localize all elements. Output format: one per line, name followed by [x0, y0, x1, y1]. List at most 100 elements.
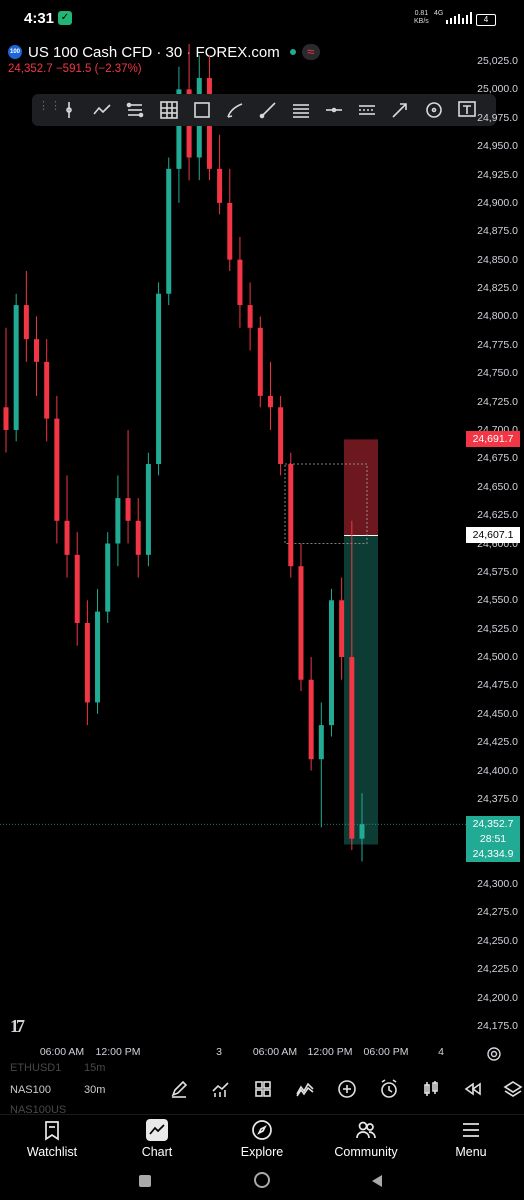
brush-icon[interactable]	[222, 97, 248, 123]
time-tick-label: 12:00 PM	[307, 1046, 353, 1058]
drawing-toolbar: ⋮⋮	[32, 94, 496, 126]
candle-body	[318, 725, 324, 760]
layouts-icon[interactable]	[250, 1076, 276, 1102]
circle-icon[interactable]	[421, 97, 447, 123]
candle-body	[64, 520, 70, 555]
price-tick-label: 24,500.0	[477, 651, 518, 664]
rectangle-icon[interactable]	[189, 97, 215, 123]
candlestick-chart[interactable]	[0, 40, 466, 1040]
nav-menu[interactable]: Menu	[421, 1119, 521, 1159]
text-icon[interactable]	[454, 97, 480, 123]
add-icon[interactable]	[334, 1076, 360, 1102]
parallel-channel-icon[interactable]	[354, 97, 380, 123]
candle-body	[156, 293, 162, 465]
time-tick-label: 12:00 PM	[95, 1046, 141, 1058]
price-tick-label: 25,025.0	[477, 55, 518, 67]
price-tick-label: 24,975.0	[477, 111, 518, 124]
price-tick-label: 24,375.0	[477, 792, 518, 805]
ray-icon[interactable]	[255, 97, 281, 123]
horizontal-ray-icon[interactable]	[288, 97, 314, 123]
time-tick-label: 3	[216, 1046, 222, 1058]
time-tick-label: 06:00 PM	[363, 1046, 409, 1058]
vertical-line-icon[interactable]	[56, 97, 82, 123]
back-icon[interactable]	[370, 1174, 384, 1188]
tradingview-logo: 17	[10, 1016, 25, 1036]
price-tick-label: 24,575.0	[477, 565, 518, 578]
candle-body	[13, 305, 19, 430]
chart-bottom-toolbar	[160, 1076, 524, 1106]
candle-body	[237, 259, 243, 306]
candle-body	[339, 600, 345, 658]
nav-community[interactable]: Community	[316, 1119, 416, 1159]
menu-icon	[463, 1123, 479, 1137]
chart-type-icon[interactable]	[292, 1076, 318, 1102]
take-profit-zone	[344, 535, 378, 845]
symbol-header[interactable]: 100 US 100 Cash CFD · 30 · FOREX.com ≈	[8, 42, 320, 62]
drag-handle-icon[interactable]: ⋮⋮	[38, 100, 62, 112]
candle-body	[84, 622, 90, 703]
candle-body	[267, 395, 273, 408]
nav-chart[interactable]: Chart	[107, 1119, 207, 1159]
candle-body	[3, 407, 9, 430]
horizontal-line-icon[interactable]	[321, 97, 347, 123]
dotted-rectangle	[284, 463, 368, 544]
alert-icon[interactable]	[376, 1076, 402, 1102]
recents-icon[interactable]	[138, 1174, 152, 1188]
layers-icon[interactable]	[500, 1076, 524, 1102]
nav-watchlist[interactable]: Watchlist	[2, 1119, 102, 1159]
arrow-icon[interactable]	[387, 97, 413, 123]
community-icon	[356, 1121, 376, 1139]
price-tick-label: 24,750.0	[477, 367, 518, 380]
replay-icon[interactable]	[460, 1076, 486, 1102]
wave-icon[interactable]: ≈	[301, 44, 320, 60]
candles-icon[interactable]	[418, 1076, 444, 1102]
price-axis[interactable]: 25,025.0 25,000.0 24,975.0 24,950.0 24,925.0…	[466, 40, 524, 1040]
symbol-logo-icon: 100	[8, 45, 22, 59]
bottom-navigation: Watchlist Chart Explore Community Menu	[0, 1114, 524, 1165]
notification-icon: ✓	[58, 11, 72, 25]
candle-body	[359, 824, 365, 839]
price-tick-label: 24,900.0	[477, 196, 518, 209]
candle-body	[247, 305, 253, 328]
entry-price-badge: 24,607.1	[466, 527, 520, 544]
candle-body	[105, 543, 111, 612]
nav-label: Community	[334, 1145, 398, 1159]
price-tick-label: 24,875.0	[477, 225, 518, 238]
candle-body	[145, 464, 151, 555]
clock: 4:31	[24, 10, 55, 27]
candle-body	[176, 89, 182, 169]
time-axis[interactable]: 06:00 AM 12:00 PM 3 06:00 AM 12:00 PM 06:00 P…	[0, 1046, 466, 1064]
price-tick-label: 24,425.0	[477, 736, 518, 749]
compass-icon	[252, 1120, 272, 1140]
list-item[interactable]: NAS100 30m	[10, 1084, 106, 1096]
trend-lines-icon[interactable]	[89, 97, 115, 123]
settings-icon[interactable]	[486, 1046, 502, 1062]
list-item[interactable]: ETHUSD1 15m	[10, 1062, 106, 1074]
grid-icon[interactable]	[156, 97, 182, 123]
price-tick-label: 24,650.0	[477, 480, 518, 493]
watchlist-icon	[45, 1121, 59, 1141]
price-change: 24,352.7 −591.5 (−2.37%)	[8, 63, 142, 75]
candle-body	[135, 520, 141, 555]
candle-body	[166, 168, 172, 294]
network-type: 4G	[434, 10, 444, 17]
price-tick-label: 24,850.0	[477, 253, 518, 266]
signal-icon	[446, 12, 472, 24]
price-tick-label: 24,175.0	[477, 1020, 518, 1032]
pitchfork-icon[interactable]	[122, 97, 148, 123]
candle-body	[54, 418, 60, 521]
nav-label: Menu	[455, 1145, 487, 1159]
nav-label: Chart	[141, 1145, 173, 1159]
list-item[interactable]: NAS100US45m	[10, 1104, 67, 1114]
draw-icon[interactable]	[166, 1076, 192, 1102]
price-tick-label: 24,200.0	[477, 991, 518, 1004]
indicators-icon[interactable]	[208, 1076, 234, 1102]
nav-explore[interactable]: Explore	[212, 1119, 312, 1159]
candle-body	[298, 566, 304, 680]
home-icon[interactable]	[253, 1171, 271, 1189]
price-tick-label: 24,525.0	[477, 622, 518, 635]
symbol-title[interactable]: US 100 Cash CFD · 30 · FOREX.com	[28, 43, 280, 61]
price-tick-label: 24,225.0	[477, 963, 518, 976]
candle-body	[95, 611, 101, 703]
price-tick-label: 24,625.0	[477, 509, 518, 522]
